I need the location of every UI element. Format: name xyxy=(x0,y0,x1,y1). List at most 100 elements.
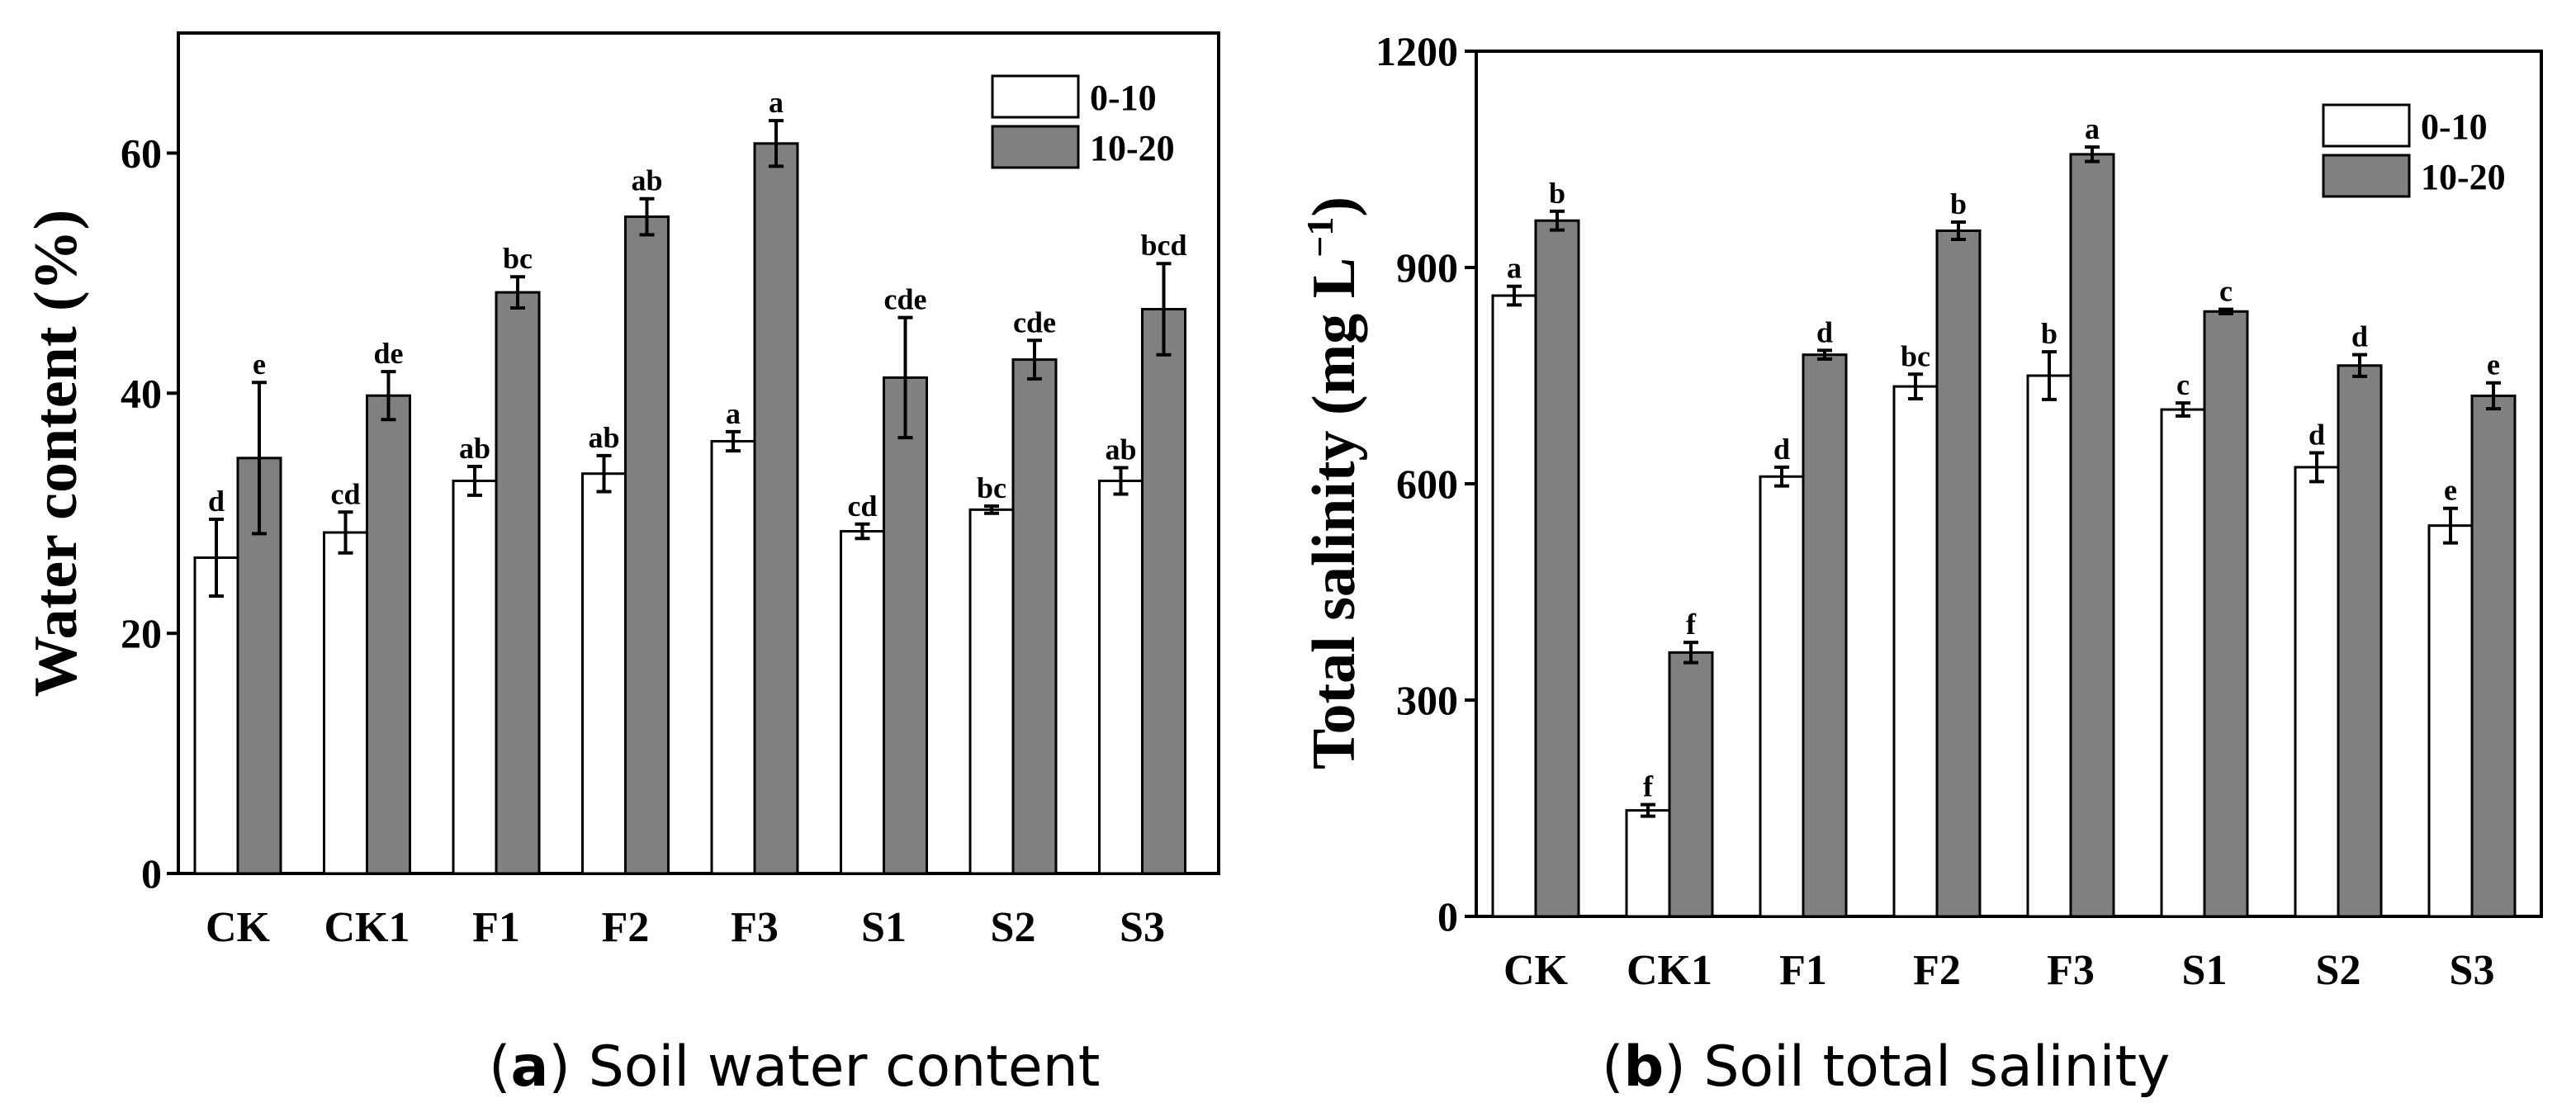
x-category-label: F1 xyxy=(472,904,520,951)
significance-label: d xyxy=(2308,418,2325,451)
bar-F2-10-20 xyxy=(1935,229,1982,918)
significance-label: b xyxy=(1950,187,1967,220)
bar-S1-10-20 xyxy=(883,376,928,875)
x-axis-categories: CK CK1 F1 F2 F3 S1 S2 S3 xyxy=(1503,947,2494,994)
bar-CK1-10-20 xyxy=(366,394,411,875)
bar-CK-10-20 xyxy=(1534,219,1580,918)
bar-CK1-10-20 xyxy=(1668,651,1714,918)
significance-label: b xyxy=(1549,177,1565,210)
legend-label-0-10: 0-10 xyxy=(2421,106,2488,147)
significance-label: bcd xyxy=(1140,229,1186,262)
x-category-label: F3 xyxy=(731,904,779,951)
significance-label: cde xyxy=(1013,305,1056,338)
y-axis-label: Water content (%) xyxy=(22,210,90,697)
significance-label: bc xyxy=(977,471,1006,504)
x-axis-categories: CK CK1 F1 F2 F3 S1 S2 S3 xyxy=(206,904,1165,951)
bar-S2-10-20 xyxy=(2337,364,2383,918)
legend: 0-10 10-20 xyxy=(991,74,1175,169)
x-category-label: S2 xyxy=(2316,947,2361,994)
bar-CK1-0-10 xyxy=(1625,809,1671,918)
x-category-label: F2 xyxy=(602,904,650,951)
bar-S1-0-10 xyxy=(840,530,885,875)
caption-a: (a) Soil water content xyxy=(489,1034,1100,1100)
x-category-label: S3 xyxy=(2450,947,2495,994)
significance-label: ab xyxy=(1105,433,1136,466)
y-tick-label: 0 xyxy=(141,850,162,897)
significance-label: a xyxy=(726,397,741,430)
bar-S2-0-10 xyxy=(968,508,1015,875)
bar-S2-0-10 xyxy=(2294,466,2340,918)
significance-label: c xyxy=(2176,368,2190,401)
y-tick-label: 900 xyxy=(1396,244,1458,291)
x-category-label: F3 xyxy=(2047,947,2095,994)
y-tick-label: 60 xyxy=(121,130,162,176)
significance-label: d xyxy=(1773,433,1790,466)
significance-label: a xyxy=(769,86,784,119)
bar-S1-0-10 xyxy=(2160,408,2206,918)
significance-label: cde xyxy=(884,283,927,316)
bar-CK-0-10 xyxy=(1491,294,1537,918)
y-tick-label: 1200 xyxy=(1376,28,1458,74)
legend-label-10-20: 10-20 xyxy=(2421,157,2506,197)
significance-label: b xyxy=(2041,317,2057,350)
bar-F3-10-20 xyxy=(753,142,799,875)
x-category-label: S1 xyxy=(861,904,907,951)
x-category-label: S2 xyxy=(991,904,1036,951)
significance-label: a xyxy=(1507,252,1522,285)
bar-S3-10-20 xyxy=(2470,394,2517,918)
significance-label: d xyxy=(208,485,225,518)
legend-swatch-0-10 xyxy=(2322,103,2411,148)
y-tick-label: 600 xyxy=(1396,461,1458,507)
x-category-label: CK xyxy=(206,904,271,951)
significance-label: e xyxy=(2444,474,2457,507)
bar-S3-0-10 xyxy=(2427,524,2474,918)
significance-label: d xyxy=(1816,315,1833,348)
bar-F1-10-20 xyxy=(1802,353,1848,918)
x-category-label: CK1 xyxy=(324,904,410,951)
significance-label: bc xyxy=(503,242,533,275)
significance-label: cd xyxy=(331,477,361,510)
x-category-label: F1 xyxy=(1779,947,1827,994)
x-category-label: CK xyxy=(1503,947,1569,994)
bar-F2-10-20 xyxy=(624,215,670,875)
caption-b: (b) Soil total salinity xyxy=(1602,1034,2170,1100)
x-category-label: CK1 xyxy=(1627,947,1712,994)
significance-label: e xyxy=(2487,348,2500,381)
x-category-label: S1 xyxy=(2182,947,2228,994)
significance-label: d xyxy=(2351,320,2368,353)
legend-swatch-10-20 xyxy=(2322,154,2411,198)
bar-F1-10-20 xyxy=(495,291,541,875)
bar-F3-0-10 xyxy=(710,439,756,875)
significance-label: de xyxy=(374,337,404,370)
significance-label: f xyxy=(1643,770,1654,803)
y-axis-ticks: 0 300 600 900 1200 xyxy=(1376,28,1476,940)
y-axis-ticks: 0 20 40 60 xyxy=(121,130,178,897)
significance-label: e xyxy=(253,348,266,381)
y-axis-label: Total salinity (mg L−1) xyxy=(1299,196,1368,769)
significance-label: f xyxy=(1686,608,1697,641)
significance-label: ab xyxy=(459,432,490,465)
legend-label-10-20: 10-20 xyxy=(1090,128,1175,168)
legend-label-0-10: 0-10 xyxy=(1090,78,1157,118)
legend-swatch-0-10 xyxy=(991,74,1080,119)
bar-F2-0-10 xyxy=(1892,385,1939,918)
significance-label: ab xyxy=(588,421,619,454)
y-tick-label: 300 xyxy=(1396,677,1458,723)
bar-F3-0-10 xyxy=(2026,374,2072,918)
bar-CK-0-10 xyxy=(193,556,239,875)
bar-S3-10-20 xyxy=(1141,307,1186,875)
bar-F1-0-10 xyxy=(452,479,498,875)
legend-swatch-10-20 xyxy=(991,125,1080,169)
y-tick-label: 0 xyxy=(1437,893,1458,940)
y-tick-label: 20 xyxy=(121,610,162,656)
bar-F1-0-10 xyxy=(1759,475,1805,918)
panel-b-total-salinity: Total salinity (mg L−1) 0 300 600 900 1200 a… xyxy=(1299,28,2543,1100)
significance-label: cd xyxy=(848,490,878,523)
y-tick-label: 40 xyxy=(121,370,162,416)
bar-S2-10-20 xyxy=(1011,358,1058,875)
significance-label: bc xyxy=(1901,339,1930,372)
unit-superscript: −1 xyxy=(1299,217,1341,258)
bar-F3-10-20 xyxy=(2069,153,2115,918)
